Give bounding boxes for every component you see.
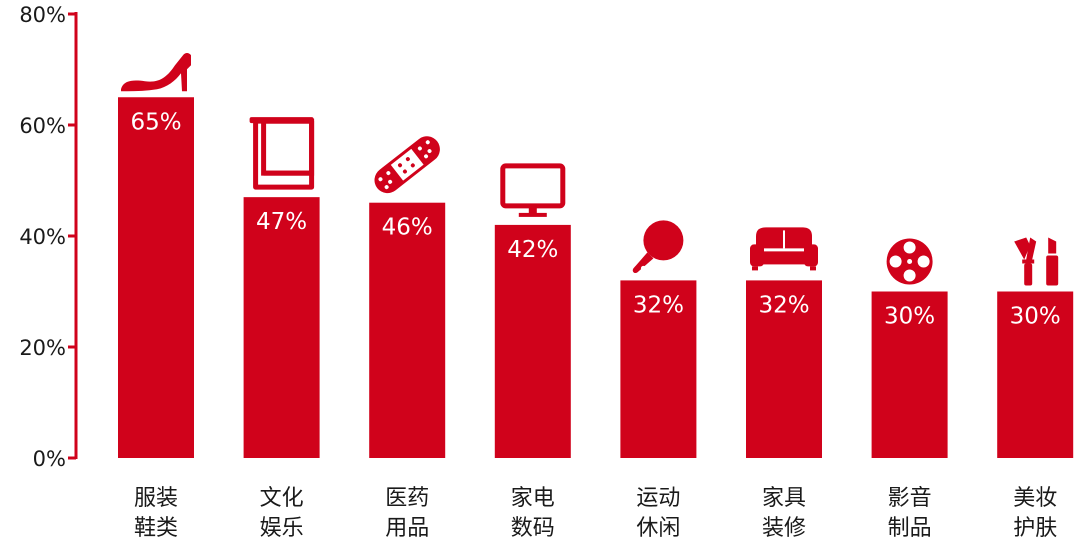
category-label: 家电数码 [511,486,555,541]
bar [118,97,194,458]
category-label: 影音制品 [888,486,932,541]
bar-value-label: 32% [633,292,684,318]
high-heel-icon [121,53,191,92]
book-icon [249,117,315,190]
bar-value-label: 30% [1010,304,1061,330]
bar [746,280,822,458]
category-label: 服装鞋类 [134,486,178,541]
y-tick-label: 40% [19,225,66,249]
category-label: 美妆护肤 [1013,486,1057,541]
category-labels: 服装鞋类 文化娱乐 医药用品 家电数码 运动休闲 家具装修 影音制品 美妆护肤 [134,486,1057,541]
makeup-icon [1014,237,1059,286]
category-label: 运动休闲 [636,486,680,541]
bar [369,202,446,458]
y-tick-label: 80% [19,3,66,27]
sofa-icon [750,227,818,271]
monitor-icon [500,163,566,217]
bar-value-label: 32% [758,292,809,318]
bars: 65% 47% 46% 42% 32% 32% 30% 30% [118,97,1074,458]
y-tick-label: 60% [19,114,66,138]
bar-value-label: 47% [256,209,307,235]
y-tick-label: 20% [19,336,66,360]
category-label: 家具装修 [762,486,806,541]
y-tick-label: 0% [33,447,66,471]
bar-value-label: 46% [382,215,433,241]
bar-icons [121,53,1059,286]
bar-value-label: 30% [884,304,935,330]
bar [494,224,571,458]
bar [620,280,697,458]
bar [871,291,948,458]
bar-value-label: 42% [507,237,558,263]
film-reel-icon [886,238,933,285]
category-label: 文化娱乐 [260,486,304,541]
ping-pong-paddle-icon [632,220,684,274]
bandage-icon [374,136,440,194]
bar-value-label: 65% [130,109,181,135]
bar [243,197,320,458]
y-axis: 0% 20% 40% 60% 80% [19,3,78,471]
category-label: 医药用品 [385,486,429,541]
bar [997,291,1074,458]
